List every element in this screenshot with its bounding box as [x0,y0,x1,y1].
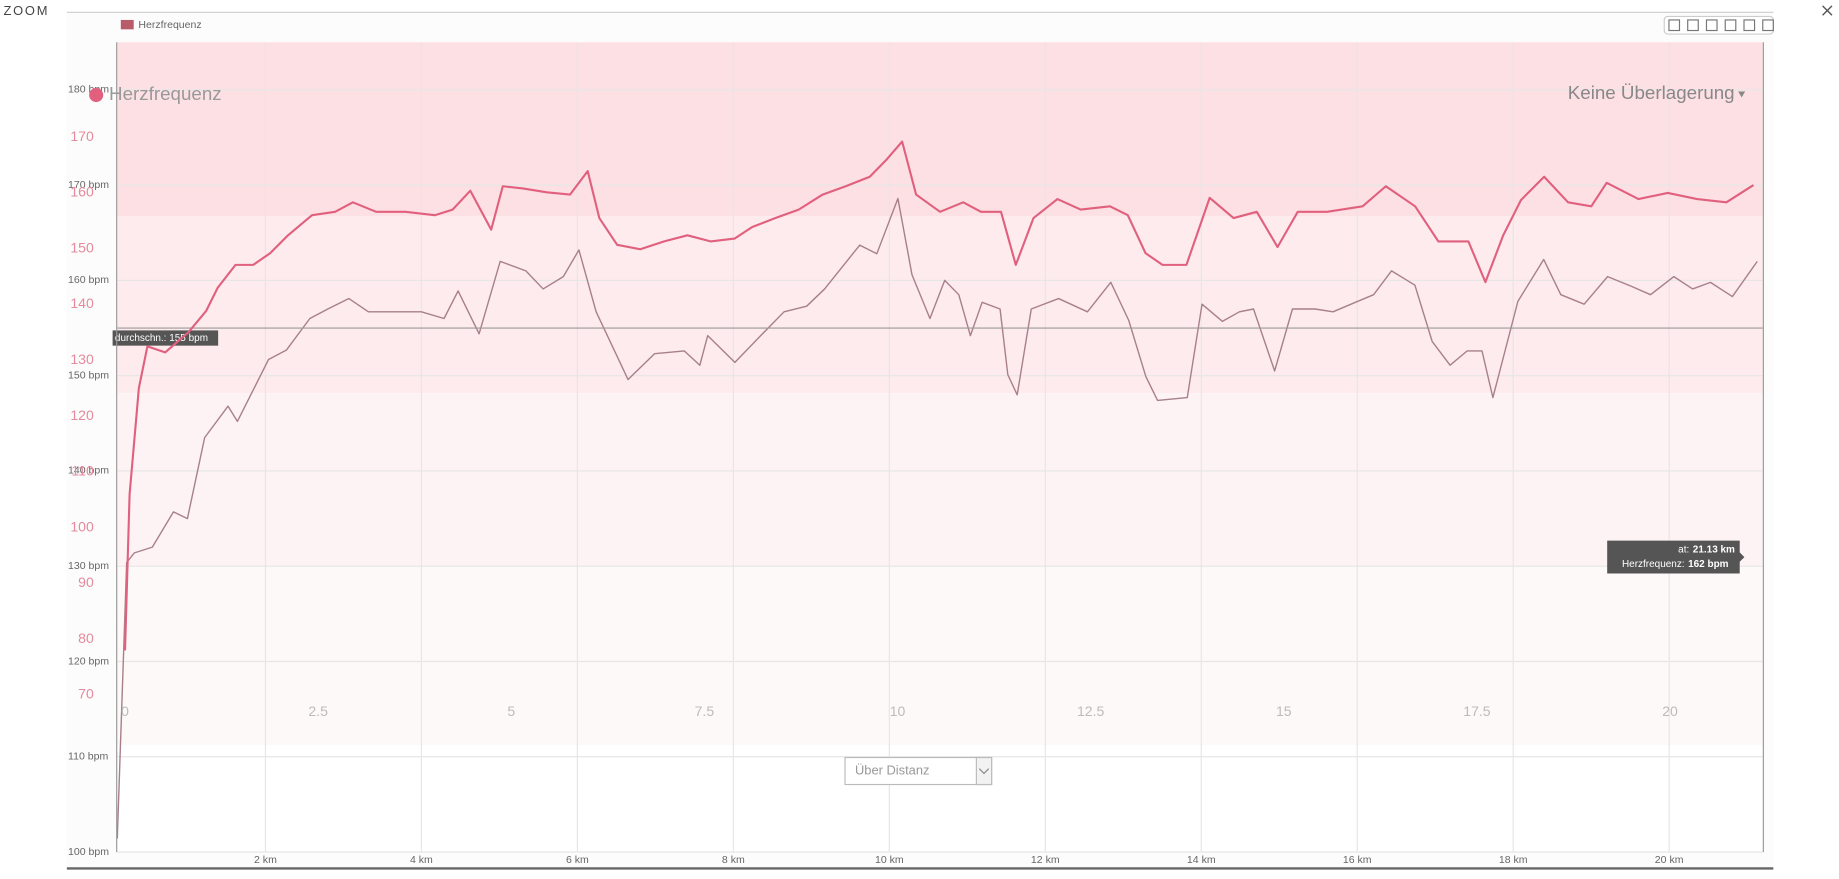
tooltip-box [1607,540,1745,574]
legend-swatch [120,19,134,30]
y-tick-label: 120 bpm [68,655,109,667]
x-tick-label: 18 km [1499,854,1528,866]
y-tick-label: 130 bpm [68,560,109,572]
x-tick-label: 6 km [566,854,589,866]
toolbar-button[interactable] [1724,19,1737,32]
x-tick-label: 15 [1276,703,1292,719]
y-tick-label: 150 bpm [68,369,109,381]
x-tick-label: 8 km [722,854,745,866]
legend-label[interactable]: Herzfrequenz [138,19,201,31]
overlay-title: Herzfrequenz [109,83,222,104]
heart-rate-line [123,140,1755,651]
select-box[interactable] [844,756,993,786]
toolbar-button[interactable] [1705,19,1718,32]
y-tick-label: 90 [78,574,94,590]
overlay-menu[interactable]: Keine Überlagerung [1568,82,1746,103]
x-tick-label: 16 km [1343,854,1372,866]
x-tick-label: 14 km [1187,854,1216,866]
y-tick-label: 140 bpm [68,465,109,477]
y-tick-label: 130 [70,351,94,367]
y-tick-label: 100 [70,518,94,534]
x-tick-label: 20 [1662,703,1678,719]
y-tick-label: 70 [78,686,94,702]
heart-rate-line [116,197,1758,839]
distance-chart: 100 bpm 110 bpm 120 bpm 130 bpm 140 bpm 150 b… [68,42,1763,866]
close-icon [1822,5,1833,16]
heart-rate-zones [117,42,1763,746]
average-label-box [112,330,219,346]
y-tick-label: 140 [70,295,94,311]
x-tick-label: 20 km [1655,854,1684,866]
x-tick-label: 12 km [1031,854,1060,866]
window-title: ZOOM [4,3,50,18]
x-tick-label: 10 [890,703,906,719]
y-tick-label: 110 bpm [68,751,108,763]
zone-band [117,42,1763,216]
x-tick-label: 2 km [254,854,277,866]
tooltip-value: 162 bpm [1688,559,1729,570]
y-tick-label: 80 [78,630,94,646]
y-tick-label: 100 bpm [68,846,109,858]
x-tick-label: 17.5 [1463,703,1491,719]
toolbar-frame [1663,15,1774,35]
x-tick-label: 0 [121,703,129,719]
overlay-chart: 70 80 90 100 110 120 130 140 150 160 170 0 2.5 5 7.5 10… [70,128,1755,719]
toolbar [1663,15,1774,35]
overlay-menu-label[interactable]: Keine Überlagerung [1568,82,1735,103]
select-button[interactable] [975,756,993,786]
tooltip-key: Herzfrequenz: [1622,559,1685,570]
toolbar-button[interactable] [1762,19,1774,32]
mode-select[interactable]: Über Distanz [844,756,993,786]
y-tick-label: 160 bpm [68,274,109,286]
toolbar-button[interactable] [1743,19,1756,32]
y-tick-label: 170 bpm [68,179,109,191]
dropdown-arrow [1738,91,1746,98]
select-chevron [978,768,990,775]
select-label[interactable]: Über Distanz [855,762,929,777]
tooltip-key: at: [1678,545,1689,556]
toolbar-button[interactable] [1668,19,1681,32]
y-tick-label: 150 [70,239,94,255]
y-tick-label: 110 [71,463,94,479]
x-tick-label: 12.5 [1077,703,1105,719]
tooltip-value: 21.13 km [1693,545,1735,556]
y-tick-label: 160 [70,184,94,200]
y-tick-label: 120 [70,407,94,423]
x-tick-label: 5 [507,703,515,719]
y-tick-label: 170 [70,128,94,144]
x-tick-label: 7.5 [695,703,715,719]
zone-band [117,566,1763,746]
zone-band [117,215,1763,394]
x-tick-label: 10 km [875,854,904,866]
x-tick-label: 2.5 [308,703,328,719]
title-dot [89,88,104,103]
x-tick-label: 4 km [410,854,433,866]
toolbar-button[interactable] [1687,19,1699,32]
close-button[interactable] [1822,5,1833,16]
average-label: durchschn.: 155 bpm [115,333,208,344]
zone-band [117,393,1763,567]
